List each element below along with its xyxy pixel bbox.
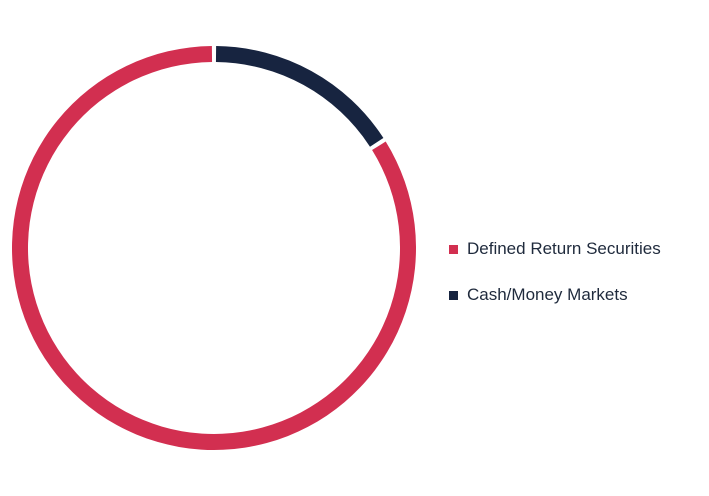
legend-item-cash-money-markets: Cash/Money Markets	[449, 282, 661, 308]
legend-label: Cash/Money Markets	[467, 285, 628, 304]
donut-slice-cash-money-markets	[215, 46, 384, 147]
legend-label: Defined Return Securities	[467, 239, 661, 258]
chart-legend: Defined Return Securities Cash/Money Mar…	[449, 236, 661, 328]
legend-item-defined-return-securities: Defined Return Securities	[449, 236, 661, 262]
legend-swatch	[449, 244, 458, 254]
donut-chart	[11, 46, 417, 451]
legend-swatch	[449, 290, 458, 300]
